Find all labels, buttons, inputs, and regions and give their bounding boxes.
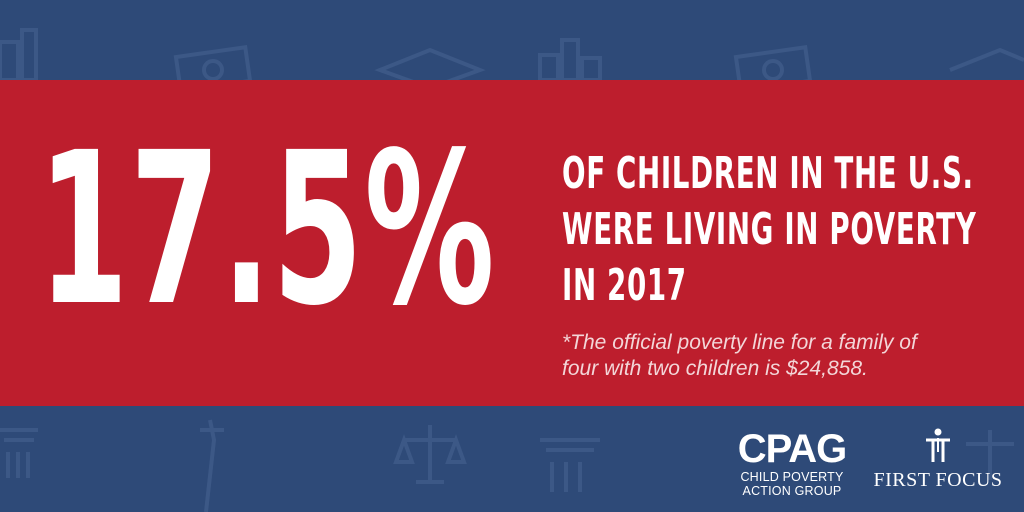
scales-of-justice-icon <box>966 430 1014 480</box>
headline: OF CHILDREN IN THE U.S. WERE LIVING IN P… <box>562 146 1002 314</box>
footnote: *The official poverty line for a family … <box>562 330 982 382</box>
headline-line: OF CHILDREN IN THE U.S. <box>562 148 974 199</box>
first-focus-figure-icon <box>926 428 950 462</box>
headline-line: WERE LIVING IN POVERTY <box>562 204 977 255</box>
cpag-logo-line: ACTION GROUP <box>742 484 842 498</box>
footnote-line: four with two children is $24,858. <box>562 357 868 380</box>
footnote-line: *The official poverty line for a family … <box>562 331 917 354</box>
cpag-logo-mark: CPAG <box>737 427 848 471</box>
headline-line: IN 2017 <box>562 260 687 311</box>
scales-of-justice-icon <box>393 425 467 484</box>
column-capital-icon <box>0 428 38 478</box>
first-focus-logo: FIRST FOCUS <box>868 428 1008 492</box>
column-capital-icon <box>540 438 600 492</box>
city-skyline-icon <box>0 28 38 82</box>
cpag-logo-line: CHILD POVERTY <box>740 470 844 484</box>
first-focus-name: FIRST FOCUS <box>873 469 1003 491</box>
poverty-rate-stat: 17.5% <box>38 107 496 352</box>
red-banner <box>0 80 1024 406</box>
city-skyline-icon <box>538 38 602 82</box>
graduation-cap-icon <box>949 47 1024 72</box>
statue-of-liberty-icon <box>200 419 224 512</box>
cpag-logo: CPAG CHILD POVERTY ACTION GROUP <box>728 428 856 498</box>
